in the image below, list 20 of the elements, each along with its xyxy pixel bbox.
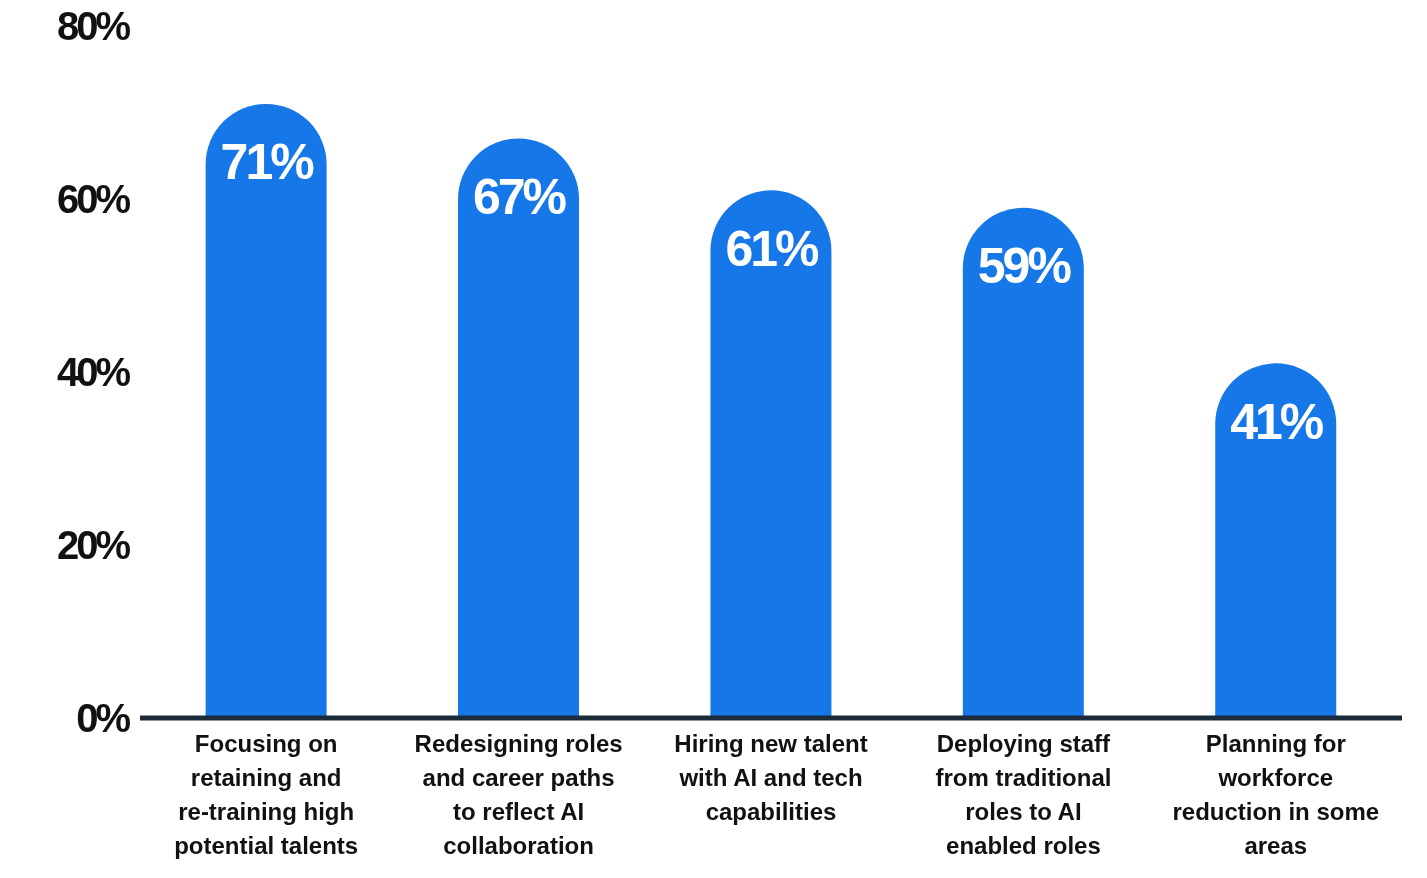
y-tick-label: 20% [56,523,131,567]
bar [205,103,327,718]
y-tick-label: 80% [56,4,131,48]
data-label: 71% [220,134,315,191]
y-tick-label: 60% [56,177,131,221]
x-tick-label: Deploying staff from traditional roles to AI enabled roles [935,730,1112,859]
bar [458,138,580,718]
y-tick-label: 0% [76,696,131,740]
y-tick-label: 40% [56,350,131,394]
data-label: 67% [472,168,567,225]
x-tick-label: Hiring new talent with AI and tech capabilities [674,730,868,825]
data-label: 61% [725,220,819,277]
bar [1215,363,1337,718]
x-tick-label: Redesigning roles and career paths to reflect AI collaboration [414,730,623,859]
x-tick-label: Planning for workforce reduction in some areas [1172,730,1380,859]
x-tick-label: Focusing on retaining and re-training high potential talents [174,730,359,859]
bar [962,207,1084,718]
data-label: 59% [977,238,1072,295]
data-label: 41% [1230,393,1324,450]
bar [710,190,832,718]
